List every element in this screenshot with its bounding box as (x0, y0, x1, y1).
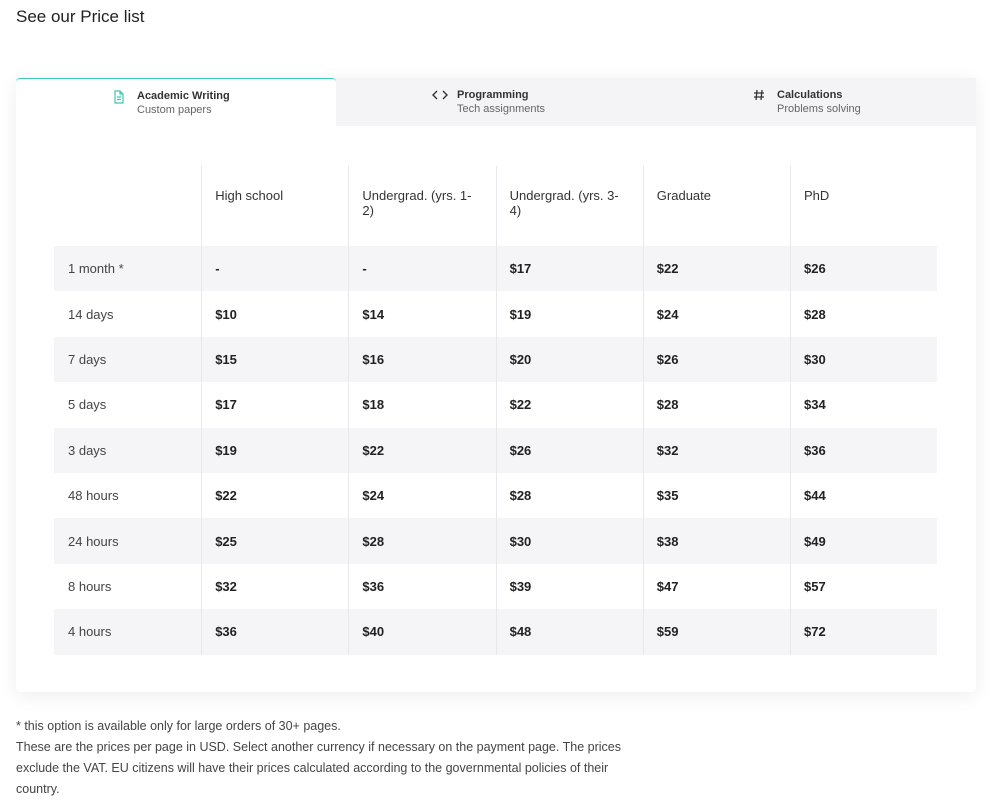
price: $28 (509, 488, 532, 504)
price: $59 (656, 624, 679, 640)
price: $22 (362, 442, 385, 458)
price: $49 (804, 533, 826, 549)
tab[interactable]: Academic Writing Custom papers (16, 78, 336, 126)
note: These are the prices per page in USD. Se… (16, 740, 621, 796)
price: $19 (509, 306, 532, 322)
column-divider (348, 166, 350, 655)
row-background (54, 609, 937, 655)
price: $44 (804, 488, 826, 504)
column-divider (495, 166, 497, 655)
row-label: 4 hours (68, 624, 112, 640)
price: $24 (656, 306, 679, 322)
note: * this option is available only for larg… (16, 719, 341, 733)
price: $26 (509, 442, 532, 458)
tab[interactable]: Programming Tech assignments (336, 78, 656, 126)
price: $30 (804, 351, 826, 367)
notes: * this option is available only for larg… (16, 716, 631, 800)
price: $16 (362, 351, 385, 367)
price: $39 (509, 578, 532, 594)
price: $57 (804, 578, 826, 594)
price: $22 (656, 261, 679, 277)
column-divider (201, 166, 203, 655)
price: - (215, 261, 220, 277)
price: $36 (362, 578, 385, 594)
row-label: 5 days (68, 397, 107, 413)
row-label: 8 hours (68, 578, 112, 594)
page-title: See our Price list (16, 7, 145, 26)
price: $26 (804, 261, 826, 277)
column-header: Graduate (656, 188, 711, 203)
price: $47 (656, 578, 679, 594)
row-background (54, 427, 937, 473)
tab-title: Academic Writing (137, 90, 230, 102)
price: $17 (509, 261, 532, 277)
price: $28 (804, 306, 826, 322)
hash-icon (754, 89, 764, 101)
price: $17 (215, 397, 237, 413)
price: $36 (804, 442, 826, 458)
price: $72 (804, 624, 826, 640)
tab-title: Programming (457, 89, 529, 101)
column-header: Undergrad. (yrs. 3-4) (509, 188, 619, 218)
price: $40 (362, 624, 385, 640)
price: $22 (509, 397, 532, 413)
price: $36 (215, 624, 237, 640)
row-label: 3 days (68, 442, 107, 458)
row-label: 14 days (68, 306, 114, 322)
doc-icon (114, 90, 124, 104)
tab-subtitle: Custom papers (137, 104, 212, 116)
price: $32 (656, 442, 679, 458)
price: $26 (656, 351, 679, 367)
row-background (54, 246, 937, 292)
column-divider (790, 166, 791, 655)
row-label: 24 hours (68, 533, 119, 549)
row-label: 48 hours (68, 488, 119, 504)
price: $28 (362, 533, 385, 549)
price: $32 (215, 578, 237, 594)
column-header: High school (215, 188, 284, 203)
price: $18 (362, 397, 385, 413)
column-header: Undergrad. (yrs. 1-2) (362, 188, 472, 218)
price: $30 (509, 533, 532, 549)
price: $15 (215, 351, 237, 367)
price: $19 (215, 442, 237, 458)
price: $24 (362, 488, 385, 504)
column-header: PhD (804, 188, 830, 203)
tab-title: Calculations (777, 89, 843, 101)
price: $22 (215, 488, 237, 504)
price: $20 (509, 351, 532, 367)
price: $10 (215, 306, 237, 322)
price: $38 (656, 533, 679, 549)
column-divider (642, 166, 644, 655)
price-card: Academic Writing Custom papers Programmi… (16, 78, 976, 692)
price: $14 (362, 306, 385, 322)
price: - (362, 261, 367, 277)
price: $25 (215, 533, 237, 549)
row-background (54, 518, 937, 564)
tab[interactable]: Calculations Problems solving (656, 78, 976, 126)
price: $34 (804, 397, 826, 413)
code-icon (432, 90, 448, 100)
price: $48 (509, 624, 532, 640)
row-label: 7 days (68, 351, 107, 367)
row-background (54, 336, 937, 383)
row-label: 1 month * (68, 261, 124, 277)
price: $35 (656, 488, 679, 504)
tab-subtitle: Problems solving (777, 103, 861, 115)
price: $28 (656, 397, 679, 413)
tab-subtitle: Tech assignments (457, 103, 546, 115)
